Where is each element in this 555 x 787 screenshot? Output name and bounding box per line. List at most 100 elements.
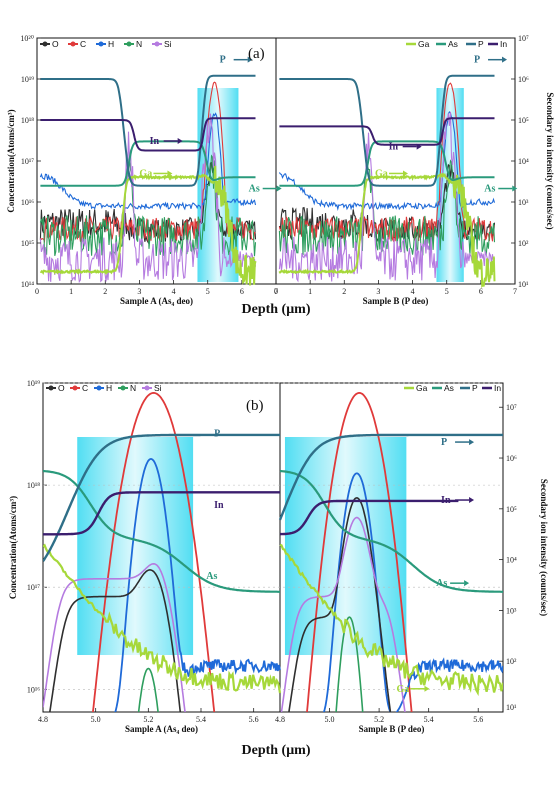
y-tick-label-left: 10¹⁸ [21,116,34,125]
annotation-Ga: Ga [375,168,388,179]
annotation-P: P [220,55,226,66]
annotation-Ga: Ga [396,684,409,695]
legend-marker-O [42,41,48,47]
annotation-In: In [150,136,160,147]
annotation-In: In [214,500,224,511]
line-In [43,491,280,536]
line-H [114,458,281,712]
line-As [279,469,503,593]
line-Si [280,516,406,712]
y-tick-label-left: 10¹⁸ [27,481,40,490]
legend-label-Ga: Ga [418,39,430,49]
line-C [39,81,256,243]
legend-label-H: H [108,39,114,49]
legend-label-O: O [58,383,65,393]
annotation-Ga: Ga [139,168,152,179]
sample-label: Sample A (As₄ deo) [120,296,193,306]
line-Si [39,113,257,284]
annotation-P: P [214,428,220,439]
legend-label-As: As [444,383,454,393]
sample-label: Sample B (P deo) [363,296,429,306]
y-tick-label-left: 10²⁰ [20,34,34,43]
annotation-As: As [206,571,217,582]
line-Ga [279,543,503,697]
x-tick-label: 5.2 [374,715,384,724]
y-tick-label-left: 10¹⁶ [27,685,40,694]
annotation-As: As [436,578,447,589]
x-tick-label: 5.2 [143,715,153,724]
x-tick-label: 6 [479,287,483,296]
annotation-arrowhead [464,580,470,587]
legend-marker-N [126,41,132,47]
y-axis-label-right: Secondary ion intensity (counts/sec) [545,92,555,229]
sample-curves [43,391,282,712]
x-tick-label: 5.0 [91,715,101,724]
line-Si [43,562,186,712]
x-tick-label: 0 [274,287,278,296]
legend-label-P: P [478,39,484,49]
line-Si [278,111,496,283]
x-tick-label: 5.6 [249,715,259,724]
line-As [40,140,256,187]
legend-label-P: P [472,383,478,393]
y-axis-label-left: Concentration(Atoms/cm³) [8,496,18,599]
legend-label-Si: Si [164,39,172,49]
legend-marker-H [98,41,104,47]
y-tick-label-right: 10¹ [518,280,529,289]
sample-label: Sample B (P deo) [359,724,425,734]
line-Ga [278,172,496,289]
x-tick-label: 5.0 [325,715,335,724]
line-As [279,140,495,187]
y-tick-label-left: 10¹⁵ [21,239,34,248]
annotation-arrowhead [424,685,430,692]
line-H [39,112,257,211]
x-tick-label: 3 [376,287,380,296]
legend-label-N: N [130,383,136,393]
y-tick-label-right: 10¹ [506,703,517,712]
y-tick-label-left: 10¹⁴ [21,280,34,289]
y-tick-label-right: 10⁶ [506,454,517,463]
y-axis-label-left: Concentration(Atoms/cm³) [6,109,16,212]
x-tick-label: 2 [103,287,107,296]
x-tick-label: 5.4 [196,715,206,724]
line-In [279,117,495,146]
x-axis-label: Depth (μm) [242,302,311,317]
x-tick-label: 5 [445,287,449,296]
line-P [43,433,280,562]
y-tick-label-left: 10¹⁷ [21,157,34,166]
annotation-arrowhead [167,170,173,177]
y-tick-label-right: 10⁴ [518,157,529,166]
line-O [48,569,182,712]
line-P [279,74,495,187]
x-tick-label: 4 [411,287,415,296]
line-P [278,433,503,521]
line-As [43,469,280,593]
legend-label-C: C [82,383,88,393]
x-axis-label: Depth (μm) [242,743,311,758]
legend-marker-Si [144,385,150,391]
annotation-In: In [441,495,451,506]
y-tick-label-right: 10² [506,657,517,666]
annotation-As: As [484,184,495,195]
line-P [40,74,256,187]
y-tick-label-left: 10¹⁹ [27,379,40,388]
legend-label-N: N [136,39,142,49]
legend-label-As: As [448,39,458,49]
annotation-arrowhead [502,56,508,63]
x-tick-label: 3 [137,287,141,296]
y-tick-label-right: 10⁷ [506,403,517,412]
x-tick-label: 1 [308,287,312,296]
annotation-arrowhead [177,137,183,144]
legend-label-Ga: Ga [416,383,428,393]
panel-label: (b) [246,398,264,414]
x-tick-label: 0 [35,287,39,296]
y-axis-label-right: Secondary ion intensity (counts/sec) [539,479,549,616]
legend-marker-C [72,385,78,391]
y-tick-label-right: 10⁵ [506,505,517,514]
y-tick-label-left: 10¹⁹ [21,75,34,84]
line-H [322,472,503,712]
sample-curves [278,391,503,712]
annotation-arrowhead [403,170,409,177]
y-tick-label-left: 10¹⁶ [21,198,34,207]
annotation-arrowhead [512,185,518,192]
